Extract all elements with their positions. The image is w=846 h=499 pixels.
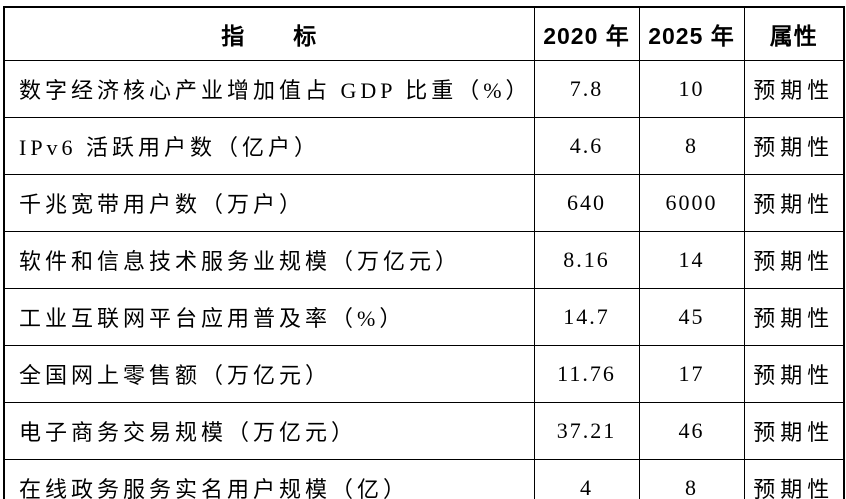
value-2025-cell: 6000: [638, 174, 745, 232]
value-2020-cell: 14.7: [533, 288, 640, 346]
table-row: 千兆宽带用户数（万户） 640 6000 预期性: [3, 174, 845, 232]
indicator-cell: 全国网上零售额（万亿元）: [3, 345, 535, 403]
header-indicator: 指 标: [3, 6, 535, 61]
indicators-table: 指 标 2020 年 2025 年 属性 数字经济核心产业增加值占 GDP 比重…: [3, 6, 845, 499]
header-2025: 2025 年: [638, 6, 745, 61]
value-2020-cell: 11.76: [533, 345, 640, 403]
indicator-cell: 软件和信息技术服务业规模（万亿元）: [3, 231, 535, 289]
attribute-cell: 预期性: [743, 402, 845, 460]
value-2025-cell: 17: [638, 345, 745, 403]
value-2025-cell: 8: [638, 459, 745, 499]
value-2020-cell: 4: [533, 459, 640, 499]
attribute-cell: 预期性: [743, 60, 845, 118]
indicator-cell: 工业互联网平台应用普及率（%）: [3, 288, 535, 346]
value-2020-cell: 37.21: [533, 402, 640, 460]
attribute-cell: 预期性: [743, 459, 845, 499]
table-row: 全国网上零售额（万亿元） 11.76 17 预期性: [3, 345, 845, 403]
value-2025-cell: 8: [638, 117, 745, 175]
header-row: 指 标 2020 年 2025 年 属性: [3, 6, 845, 61]
value-2025-cell: 45: [638, 288, 745, 346]
value-2025-cell: 10: [638, 60, 745, 118]
attribute-cell: 预期性: [743, 117, 845, 175]
indicator-cell: IPv6 活跃用户数（亿户）: [3, 117, 535, 175]
indicator-cell: 千兆宽带用户数（万户）: [3, 174, 535, 232]
value-2020-cell: 8.16: [533, 231, 640, 289]
indicator-cell: 在线政务服务实名用户规模（亿）: [3, 459, 535, 499]
attribute-cell: 预期性: [743, 345, 845, 403]
value-2025-cell: 14: [638, 231, 745, 289]
table-body: 数字经济核心产业增加值占 GDP 比重（%） 7.8 10 预期性 IPv6 活…: [3, 60, 845, 499]
table-row: 电子商务交易规模（万亿元） 37.21 46 预期性: [3, 402, 845, 460]
table-row: 软件和信息技术服务业规模（万亿元） 8.16 14 预期性: [3, 231, 845, 289]
indicator-cell: 数字经济核心产业增加值占 GDP 比重（%）: [3, 60, 535, 118]
attribute-cell: 预期性: [743, 174, 845, 232]
table-row: 工业互联网平台应用普及率（%） 14.7 45 预期性: [3, 288, 845, 346]
table-row: 数字经济核心产业增加值占 GDP 比重（%） 7.8 10 预期性: [3, 60, 845, 118]
attribute-cell: 预期性: [743, 288, 845, 346]
table-row: IPv6 活跃用户数（亿户） 4.6 8 预期性: [3, 117, 845, 175]
value-2025-cell: 46: [638, 402, 745, 460]
header-attribute: 属性: [743, 6, 845, 61]
table-row: 在线政务服务实名用户规模（亿） 4 8 预期性: [3, 459, 845, 499]
indicator-cell: 电子商务交易规模（万亿元）: [3, 402, 535, 460]
value-2020-cell: 640: [533, 174, 640, 232]
attribute-cell: 预期性: [743, 231, 845, 289]
value-2020-cell: 7.8: [533, 60, 640, 118]
header-2020: 2020 年: [533, 6, 640, 61]
value-2020-cell: 4.6: [533, 117, 640, 175]
